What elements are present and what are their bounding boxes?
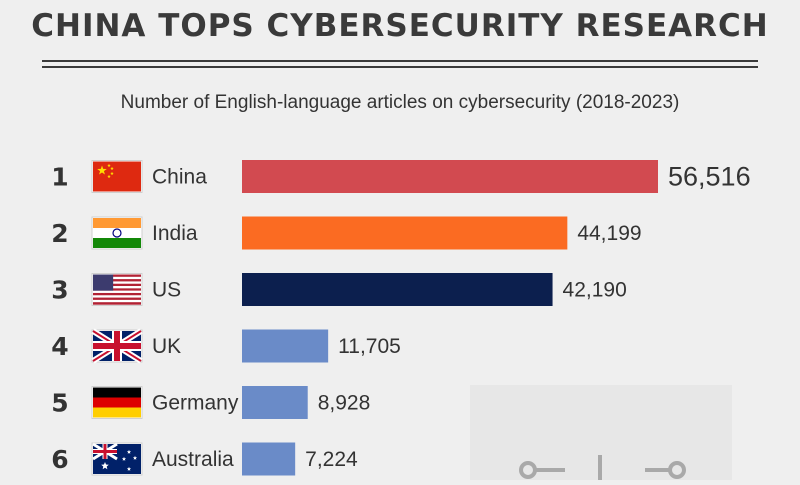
rank-label: 6 (51, 445, 68, 474)
us-flag-icon (91, 273, 143, 306)
title-rule-bottom (42, 66, 758, 68)
australia-flag-icon (91, 442, 143, 476)
title-rule-top (42, 60, 758, 62)
category-label: Germany (152, 392, 239, 415)
value-label: 7,224 (305, 448, 358, 471)
bar-us (242, 273, 553, 306)
bar-india (242, 216, 568, 250)
value-label: 42,190 (563, 279, 627, 302)
category-label: UK (152, 335, 181, 358)
category-label: US (152, 279, 181, 302)
germany-flag-icon (91, 386, 143, 419)
rank-label: 4 (51, 332, 68, 361)
value-label: 11,705 (338, 335, 401, 358)
value-label: 8,928 (318, 392, 371, 415)
rank-label: 3 (51, 276, 68, 305)
rank-label: 1 (51, 163, 68, 192)
china-flag-icon (91, 160, 143, 193)
circuit-decoration (470, 385, 732, 480)
rank-label: 2 (51, 219, 68, 248)
uk-flag-icon (91, 328, 143, 364)
india-flag-icon (91, 216, 143, 250)
bar-germany (242, 386, 308, 419)
category-label: China (152, 166, 207, 189)
bar-australia (242, 442, 296, 476)
chart-title: CHINA TOPS CYBERSECURITY RESEARCH (31, 8, 769, 44)
circuit-icon (519, 455, 686, 480)
bar-uk (242, 329, 329, 363)
category-label: Australia (152, 448, 234, 471)
value-label: 56,516 (668, 162, 751, 192)
rank-label: 5 (51, 389, 68, 418)
bar-china (242, 160, 658, 193)
category-label: India (152, 222, 198, 245)
chart-subtitle: Number of English-language articles on c… (120, 92, 680, 113)
value-label: 44,199 (577, 222, 641, 245)
